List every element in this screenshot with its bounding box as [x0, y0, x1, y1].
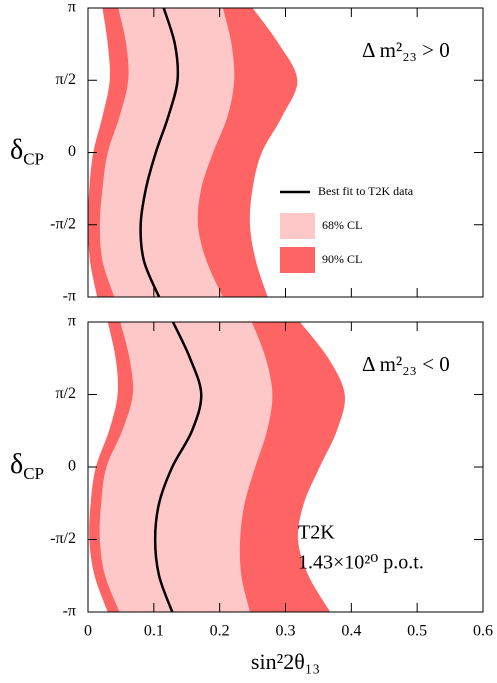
x-tick-label: 0.2	[210, 623, 230, 640]
x-tick-label: 0.5	[407, 623, 427, 640]
y-tick-label: -π	[63, 288, 76, 305]
x-axis-label: sin²2θ₁₃	[251, 649, 320, 674]
annotation: Δ m²₂₃ > 0	[362, 38, 450, 62]
plot-area	[89, 322, 345, 612]
y-tick-label: -π	[63, 603, 76, 620]
y-label-symbol: δ	[10, 449, 23, 480]
legend-swatch	[280, 247, 315, 273]
confidence-band	[99, 322, 273, 612]
y-tick-label: π	[68, 0, 76, 16]
annotation: T2K	[298, 522, 335, 544]
plot-area	[88, 8, 298, 297]
x-tick-label: 0.3	[276, 623, 296, 640]
panel: -π -π/2 0 π/2 π δCP Δ m²₂₃ > 0 Best fit to T2K …	[10, 0, 484, 305]
y-tick-label: π/2	[55, 385, 76, 402]
y-axis-label: δCP	[10, 135, 44, 168]
x-tick-label: 0.1	[144, 623, 164, 640]
y-label-subscript: CP	[23, 149, 44, 168]
best-fit-line	[139, 8, 180, 297]
y-label-symbol: δ	[10, 135, 23, 166]
y-tick-label: -π/2	[50, 215, 76, 232]
x-tick-label: 0.4	[341, 623, 361, 640]
x-tick-label: 0	[84, 623, 92, 640]
y-tick-label: 0	[68, 458, 76, 475]
legend-label: Best fit to T2K data	[318, 184, 414, 198]
panel: -π -π/2 0 π/2 π 0 0.1 0.2 0.3 0.4 0.5 0.6 δCP sin²2θ₁…	[10, 313, 493, 674]
legend-label: 68% CL	[322, 218, 362, 232]
y-axis-label: δCP	[10, 449, 44, 482]
x-tick-label: 0.6	[473, 623, 493, 640]
best-fit-line	[153, 322, 203, 612]
y-tick-label: -π/2	[50, 530, 76, 547]
annotation: 1.43×10²⁰ p.o.t.	[298, 552, 424, 574]
annotation: Δ m²₂₃ < 0	[362, 352, 450, 376]
y-tick-label: π/2	[55, 71, 76, 88]
legend-label: 90% CL	[322, 252, 362, 266]
y-label-subscript: CP	[23, 464, 44, 483]
y-tick-label: 0	[68, 143, 76, 160]
y-tick-label: π	[68, 313, 76, 330]
confidence-band	[99, 8, 235, 297]
legend-swatch	[280, 213, 315, 239]
